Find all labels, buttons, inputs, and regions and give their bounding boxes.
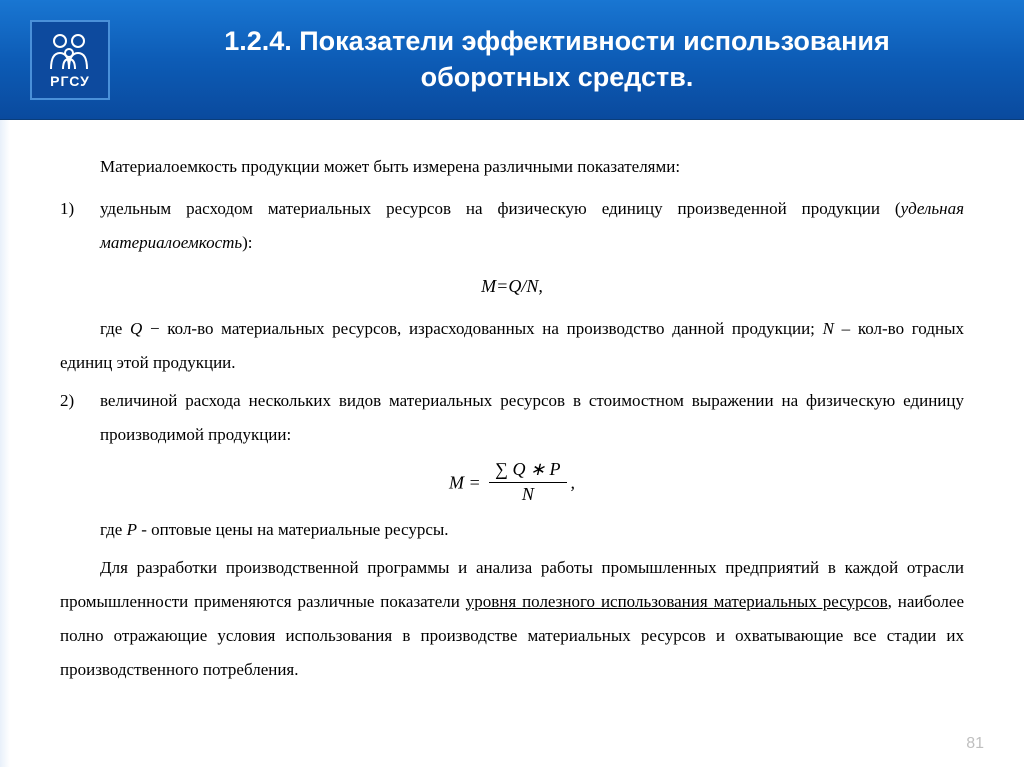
list-item-1: 1) удельным расходом материальных ресурс… <box>60 192 964 260</box>
where1-n: N <box>823 319 834 338</box>
formula2-m: М = <box>449 472 481 492</box>
formula-2: М = ∑ Q ∗ P N , <box>60 460 964 505</box>
final-underlined: уровня полезного использования материаль… <box>466 592 888 611</box>
item2-body: величиной расхода нескольких видов матер… <box>100 384 964 452</box>
title-line-1: 1.2.4. Показатели эффективности использо… <box>224 26 890 56</box>
intro-text: Материалоемкость продукции может быть из… <box>60 150 964 184</box>
formula2-denominator: N <box>489 483 566 505</box>
where1-q: Q <box>130 319 142 338</box>
item1-body: удельным расходом материальных ресурсов … <box>100 192 964 260</box>
slide-content: Материалоемкость продукции может быть из… <box>0 120 1024 711</box>
left-accent <box>0 120 10 767</box>
formula2-fraction: ∑ Q ∗ P N <box>489 460 566 505</box>
title-line-2: оборотных средств. <box>421 62 694 92</box>
logo: РГСУ <box>30 20 110 100</box>
slide-header: РГСУ 1.2.4. Показатели эффективности исп… <box>0 0 1024 120</box>
slide-title: 1.2.4. Показатели эффективности использо… <box>110 24 1024 94</box>
item1-lead: удельным расходом материальных ресурсов … <box>100 199 901 218</box>
item2-number: 2) <box>60 384 100 452</box>
where1-mid: − кол-во материальных ресурсов, израсход… <box>142 319 822 338</box>
final-paragraph: Для разработки производственной программ… <box>60 551 964 687</box>
item1-tail: ): <box>242 233 252 252</box>
formula-1: М=Q/N, <box>60 268 964 304</box>
list-item-2: 2) величиной расхода нескольких видов ма… <box>60 384 964 452</box>
formula2-tail: , <box>571 472 576 492</box>
where-1: где Q − кол-во материальных ресурсов, из… <box>60 312 964 380</box>
where-2: где P - оптовые цены на материальные рес… <box>60 513 964 547</box>
page-number: 81 <box>966 735 984 753</box>
people-icon <box>45 31 95 71</box>
where2-lead: где <box>100 520 127 539</box>
item1-number: 1) <box>60 192 100 260</box>
where1-lead: где <box>100 319 130 338</box>
where2-p: P <box>127 520 137 539</box>
formula2-numerator: ∑ Q ∗ P <box>489 460 566 483</box>
where2-tail: - оптовые цены на материальные ресурсы. <box>137 520 449 539</box>
logo-label: РГСУ <box>50 73 90 89</box>
